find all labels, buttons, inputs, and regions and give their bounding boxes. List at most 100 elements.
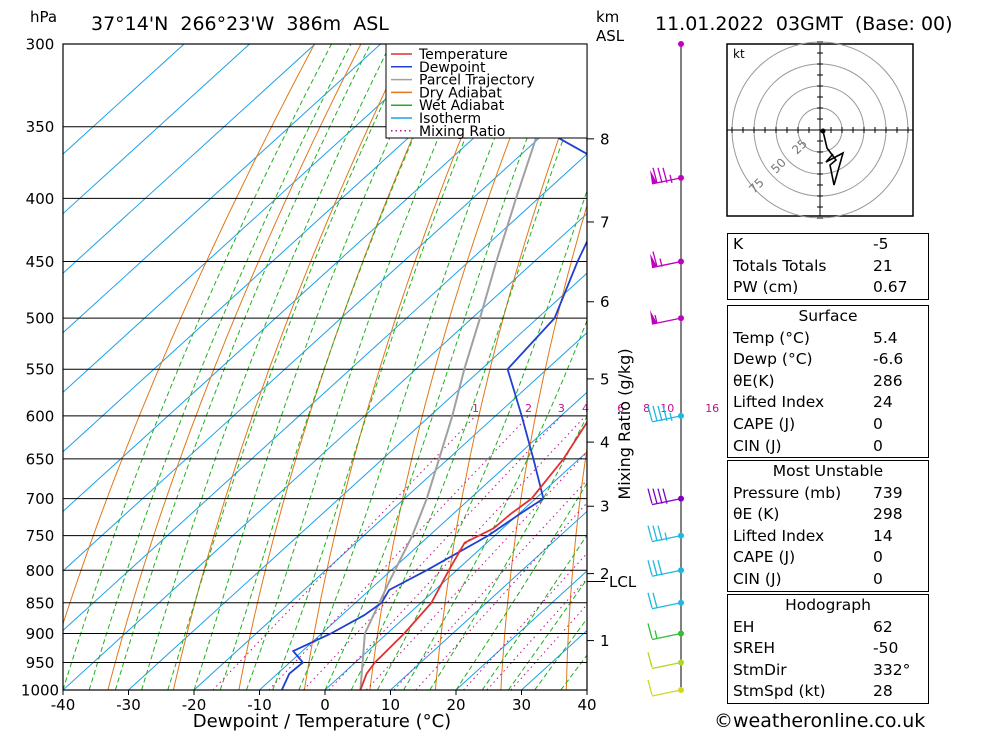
isotherm	[63, 44, 512, 453]
isotherm	[324, 451, 587, 690]
wind-barb	[647, 405, 684, 423]
wind-barb-staff	[651, 661, 682, 670]
temp-tick-label: 0	[320, 696, 330, 714]
wind-barb-flag	[652, 167, 658, 184]
temp-tick-label: -40	[51, 696, 76, 714]
pressure-tick-label: 750	[26, 527, 55, 545]
wet-adiabat	[88, 44, 352, 690]
wind-barb-half-flag	[654, 314, 658, 324]
isotherm	[63, 44, 447, 393]
legend-entry: Temperature	[418, 47, 508, 63]
mixing-ratio-label: 10	[660, 402, 674, 415]
km-tick-label: 2	[600, 565, 610, 583]
wind-barb	[647, 525, 684, 543]
isotherm	[390, 510, 587, 690]
wind-barb-flag	[657, 560, 663, 576]
table-row: CAPE (J) 0	[733, 548, 883, 567]
mixing-ratio-line	[366, 451, 587, 690]
km-unit-label: km	[596, 8, 619, 26]
credit-text[interactable]: ©weatheronline.co.uk	[714, 710, 926, 732]
wind-barb	[647, 679, 684, 697]
wind-barb-staff	[651, 689, 682, 697]
mixing-ratio-line	[268, 415, 529, 690]
wet-adiabat	[429, 415, 587, 690]
table-row: CIN (J) 0	[733, 569, 883, 588]
wind-barb-flag	[652, 560, 658, 576]
dry-adiabat	[987, 35, 1000, 690]
table-row: CIN (J) 0	[733, 436, 883, 455]
temperature-axis: -40 -30 -20 -10 0 10 20 30 40	[51, 690, 597, 714]
mixing-ratio-axis-label: Mixing Ratio (g/kg)	[615, 348, 634, 499]
wind-barb-flag	[662, 167, 668, 184]
wind-barb	[650, 251, 684, 269]
table-row: θE(K) 286	[733, 371, 903, 390]
isotherm	[63, 44, 381, 334]
wind-barb-flag	[647, 652, 653, 668]
datetime-title: 11.01.2022 03GMT (Base: 00)	[655, 13, 953, 35]
table-row: Lifted Index 14	[733, 526, 893, 545]
wind-barb-flag	[647, 592, 653, 608]
table-row: Totals Totals 21	[733, 256, 893, 275]
hpa-unit-label: hPa	[30, 8, 57, 26]
wind-barb-flag	[652, 488, 658, 504]
temp-tick-label: -30	[116, 696, 141, 714]
table-row: Lifted Index 24	[733, 393, 893, 412]
km-tick-label: 7	[600, 213, 610, 231]
asl-unit-label: ASL	[596, 27, 625, 45]
table-title: Hodograph	[785, 596, 871, 614]
temp-tick-label: 30	[512, 696, 531, 714]
wind-barb-flag	[662, 405, 668, 422]
isotherm	[63, 93, 587, 572]
parcel-trajectory-line	[359, 44, 572, 690]
location-title: 37°14'N 266°23'W 386m ASL	[91, 13, 389, 35]
isotherm	[63, 44, 578, 513]
temp-tick-label: 40	[577, 696, 596, 714]
temp-tick-label: 10	[381, 696, 400, 714]
temp-tick-label: 20	[446, 696, 465, 714]
dry-adiabat	[172, 44, 408, 690]
pressure-tick-label: 900	[26, 625, 55, 643]
wind-barb-half-flag	[669, 412, 673, 422]
pressure-tick-label: 550	[26, 361, 55, 379]
table-row: SREH -50	[733, 639, 899, 658]
mixing-ratio-label: 3	[558, 402, 565, 415]
pressure-tick-label: 450	[26, 253, 55, 271]
dry-adiabat	[932, 35, 967, 690]
wind-barb-half-flag	[659, 258, 663, 267]
mixing-ratio-line	[303, 415, 562, 690]
wind-barb-flag	[652, 251, 658, 267]
wind-barb	[647, 592, 684, 610]
table-row: Temp (°C) 5.4	[733, 328, 898, 347]
wind-barb-pennant	[650, 253, 657, 268]
wind-barb-flag	[657, 405, 663, 422]
dry-adiabat	[238, 44, 455, 690]
wind-barb-half-flag	[669, 174, 673, 184]
mixing-ratio-label: 8	[643, 402, 650, 415]
wet-adiabat	[481, 534, 587, 690]
wind-barb-flag	[647, 488, 653, 504]
wet-adiabat	[403, 319, 587, 690]
pressure-tick-label: 400	[26, 190, 55, 208]
hodograph-trace-start	[820, 128, 826, 134]
dry-adiabat	[565, 445, 587, 690]
temp-tick-label: -10	[247, 696, 272, 714]
dry-adiabat	[303, 44, 501, 690]
wet-adiabat	[114, 44, 371, 690]
mixing-ratio-line	[463, 552, 587, 690]
isotherm	[63, 212, 587, 690]
wind-barb	[678, 41, 684, 47]
km-axis: 8 7 6 5 4 3 2 1 LCL	[587, 130, 637, 650]
dry-adiabat	[434, 58, 587, 690]
table-row: θE (K) 298	[733, 505, 903, 524]
dry-adiabat	[369, 44, 548, 690]
legend-entry: Mixing Ratio	[419, 124, 505, 140]
wind-barb	[647, 652, 684, 670]
wind-barb-flag	[652, 405, 658, 422]
wind-barb-flag	[647, 623, 653, 639]
legend-entry: Dewpoint	[419, 60, 486, 76]
pressure-tick-label: 850	[26, 594, 55, 612]
surface-table: Surface Temp (°C) 5.4 Dewp (°C) -6.6 θE(K)…	[727, 305, 929, 459]
pressure-tick-label: 600	[26, 407, 55, 425]
wind-barb-flag	[652, 525, 658, 541]
wind-barb-half-flag	[654, 630, 658, 639]
